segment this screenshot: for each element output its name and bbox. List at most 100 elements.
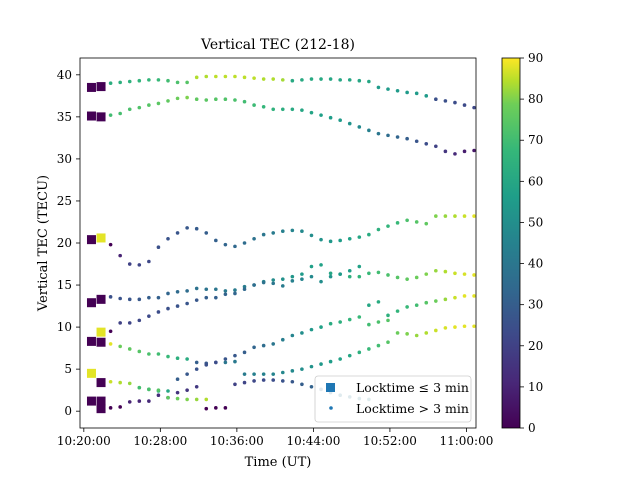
data-point-dot [194,298,199,302]
data-point-dot [347,78,352,82]
data-point-dot [204,98,209,102]
x-tick-label: 11:00:00 [439,434,493,448]
data-point-dot [233,74,237,79]
data-point-dot [386,313,390,318]
y-axis: 0 5 10 15 20 25 30 35 40 [57,68,80,418]
data-point-dot [443,214,448,218]
data-point-dot [300,367,304,371]
data-point-dot [233,353,237,358]
data-point-dot [166,306,170,311]
data-point-dot [252,379,256,383]
data-point-dot [424,221,429,226]
plot-area [86,74,476,414]
data-point-dot [127,321,132,325]
data-point-dot [214,74,218,79]
data-point-dot [290,107,295,112]
data-point-dot [156,352,161,356]
data-point-dot [204,406,209,411]
data-point-dot [166,389,170,393]
data-point-dot [233,98,237,102]
data-point-dot [367,303,371,308]
data-point-dot [127,400,132,404]
data-point-dot [223,357,228,361]
data-point-dot [347,268,352,273]
colorbar-tick-label: 80 [528,92,543,106]
data-point-dot [328,77,333,81]
legend-dot-marker [329,406,333,410]
data-point-dot [252,283,256,287]
data-point-dot [357,264,362,269]
data-point-square [96,294,106,304]
data-point-dot [147,399,151,403]
data-point-dot [223,292,228,297]
data-point-dot [300,382,304,387]
data-point-dot [175,377,180,382]
data-point-dot [271,278,276,282]
data-point-dot [357,274,362,279]
data-point-dot [386,318,390,323]
data-point-dot [108,81,113,86]
data-point-dot [395,331,400,335]
data-point-dot [194,360,199,365]
data-point-dot [252,372,256,376]
data-point-dot [347,317,352,322]
y-axis-label: Vertical TEC (TECU) [36,175,51,312]
data-point-dot [453,152,457,156]
data-point-dot [347,353,352,358]
data-point-dot [271,281,276,286]
data-point-dot [367,128,371,133]
data-point-dot [175,231,180,235]
data-point-dot [376,343,381,348]
data-point-dot [137,297,142,302]
data-point-dot [242,99,247,104]
data-point-dot [261,372,266,376]
data-point-dot [137,263,142,267]
data-point-dot [147,78,151,82]
data-point-dot [453,214,457,218]
data-point-dot [185,289,189,293]
data-point-dot [118,80,122,85]
data-point-dot [290,333,295,338]
data-point-dot [319,263,323,267]
x-tick-label: 10:28:00 [133,434,187,448]
y-tick-label: 10 [57,320,72,334]
data-point-dot [347,121,352,126]
data-point-dot [185,301,189,306]
data-point-dot [443,269,448,274]
data-point-dot [223,242,228,247]
data-point-dot [472,273,476,277]
legend-box [314,375,472,423]
data-point-dot [367,79,371,84]
data-point-dot [147,295,151,300]
data-point-dot [357,125,362,129]
data-point-dot [108,379,113,384]
data-point-dot [194,397,199,402]
data-point-dot [271,231,276,235]
data-point-dot [338,118,342,123]
data-point-dot [386,273,390,277]
data-point-dot [204,74,209,79]
data-point-dot [443,99,448,103]
data-point-dot [242,372,247,376]
data-point-dot [472,294,476,298]
data-point-dot [166,99,170,103]
data-point-dot [147,314,151,318]
data-point-dot [414,303,419,308]
data-point-dot [319,362,323,366]
colorbar-tick-label: 10 [528,380,543,394]
data-point-dot [261,232,266,237]
data-point-dot [204,295,209,300]
data-point-dot [118,321,122,325]
data-point-dot [338,272,342,276]
data-point-dot [453,271,457,276]
data-point-dot [367,347,371,351]
data-point-dot [194,226,199,231]
data-point-dot [290,274,295,279]
data-point-dot [300,229,304,234]
data-point-dot [405,332,409,336]
data-point-dot [185,226,189,230]
data-point-dot [472,214,476,218]
data-point-dot [156,101,161,106]
data-point-dot [280,107,285,112]
